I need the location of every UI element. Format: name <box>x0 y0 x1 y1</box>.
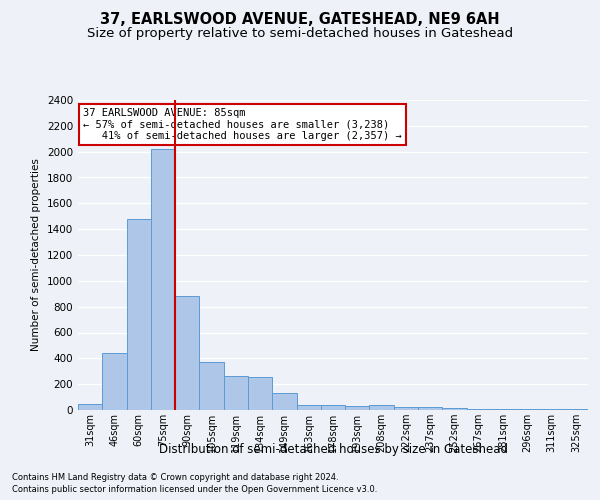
Bar <box>345 406 370 410</box>
Y-axis label: Number of semi-detached properties: Number of semi-detached properties <box>31 158 41 352</box>
Bar <box>127 219 151 410</box>
Bar <box>370 405 394 410</box>
Bar <box>418 408 442 410</box>
Bar <box>224 376 248 410</box>
Bar <box>102 353 127 410</box>
Bar <box>248 377 272 410</box>
Bar <box>175 296 199 410</box>
Text: Contains public sector information licensed under the Open Government Licence v3: Contains public sector information licen… <box>12 485 377 494</box>
Bar <box>394 407 418 410</box>
Bar <box>199 362 224 410</box>
Text: Distribution of semi-detached houses by size in Gateshead: Distribution of semi-detached houses by … <box>158 442 508 456</box>
Bar <box>539 408 564 410</box>
Bar <box>467 408 491 410</box>
Bar <box>515 408 539 410</box>
Bar <box>151 149 175 410</box>
Text: Contains HM Land Registry data © Crown copyright and database right 2024.: Contains HM Land Registry data © Crown c… <box>12 472 338 482</box>
Text: 37 EARLSWOOD AVENUE: 85sqm
← 57% of semi-detached houses are smaller (3,238)
   : 37 EARLSWOOD AVENUE: 85sqm ← 57% of semi… <box>83 108 402 141</box>
Bar <box>78 404 102 410</box>
Bar <box>296 405 321 410</box>
Text: Size of property relative to semi-detached houses in Gateshead: Size of property relative to semi-detach… <box>87 28 513 40</box>
Text: 37, EARLSWOOD AVENUE, GATESHEAD, NE9 6AH: 37, EARLSWOOD AVENUE, GATESHEAD, NE9 6AH <box>100 12 500 28</box>
Bar <box>491 408 515 410</box>
Bar <box>564 408 588 410</box>
Bar <box>272 393 296 410</box>
Bar <box>442 408 467 410</box>
Bar <box>321 405 345 410</box>
